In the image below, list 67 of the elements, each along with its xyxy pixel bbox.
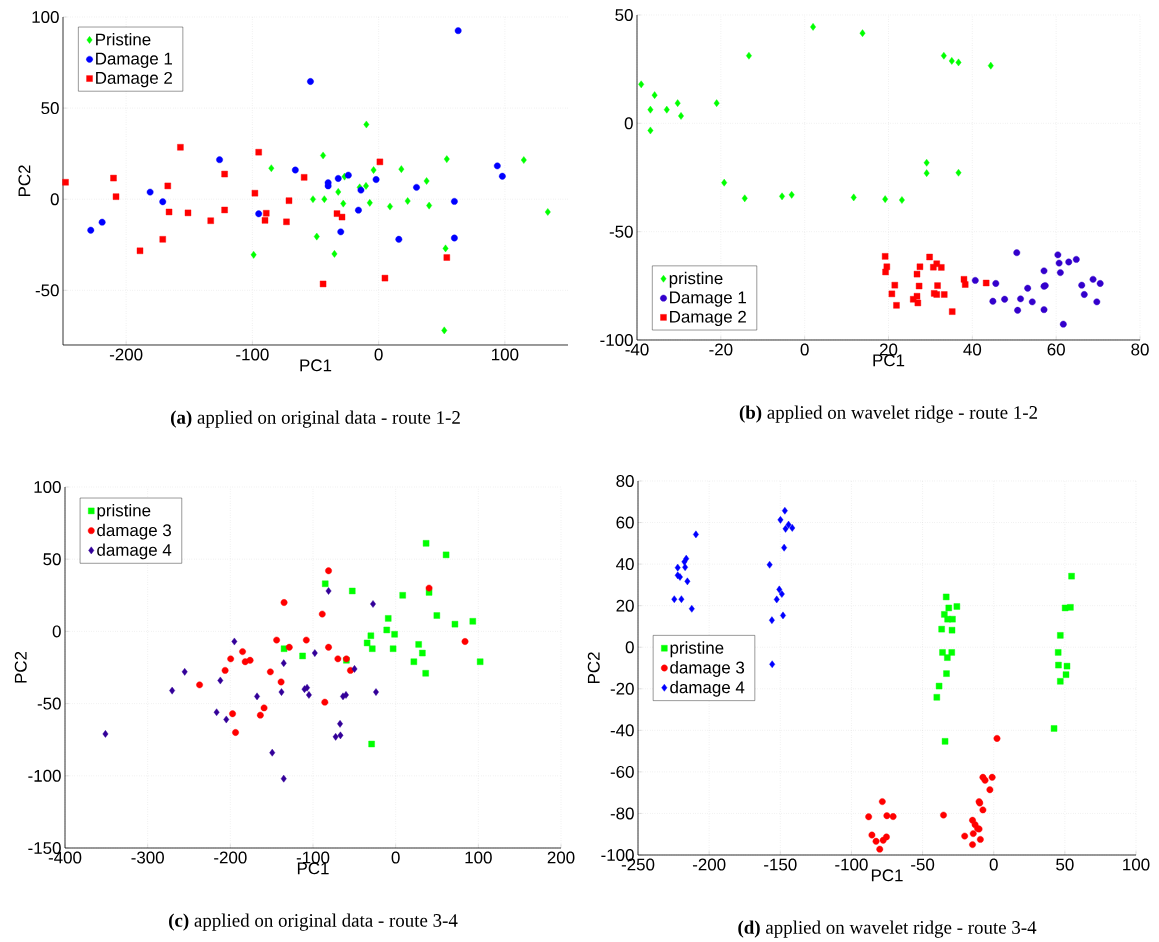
legend-label: pristine xyxy=(97,504,151,520)
y-tick-label: -50 xyxy=(35,284,59,297)
x-tick-label: 100 xyxy=(465,851,492,864)
x-tick-label: 60 xyxy=(1047,343,1065,356)
x-tick-label: -20 xyxy=(709,343,733,356)
text: (c) applied on original data - route 3-4 xyxy=(169,913,458,931)
x-tick-label: 20 xyxy=(879,343,898,356)
y-axis-title: PC2 xyxy=(14,651,27,683)
x-tick-label: 200 xyxy=(547,851,575,864)
x-axis-title: PC1 xyxy=(300,359,332,372)
legend-label: Pristine xyxy=(96,33,151,46)
x-tick-label: -100 xyxy=(296,851,330,864)
x-tick-label: 100 xyxy=(1123,858,1150,871)
x-tick-label: -200 xyxy=(214,851,247,864)
x-tick-label: 0 xyxy=(800,343,809,356)
y-tick-label: -60 xyxy=(610,765,634,778)
y-tick-label: -50 xyxy=(37,697,61,710)
legend-label: pristine xyxy=(669,271,723,288)
x-tick-label: -300 xyxy=(131,851,164,864)
x-tick-label: 50 xyxy=(1056,858,1074,871)
x-tick-label: -50 xyxy=(911,858,935,871)
legend-label: Damage 2 xyxy=(670,310,746,327)
y-tick-label: 0 xyxy=(52,625,61,638)
y-tick-label: 0 xyxy=(624,117,633,130)
x-axis-title: PC1 xyxy=(297,862,329,875)
y-tick-label: -20 xyxy=(610,682,634,695)
x-tick-label: -100 xyxy=(236,348,269,361)
text: (d) applied on wavelet ridge - route 3-4 xyxy=(738,920,1037,938)
x-tick-label: -100 xyxy=(835,858,868,871)
y-tick-label: -50 xyxy=(609,225,633,238)
text: (a) applied on original data - route 1-2 xyxy=(170,410,460,428)
legend-label: Damage 2 xyxy=(96,71,172,88)
x-axis-title: PC1 xyxy=(873,354,905,367)
x-tick-label: -200 xyxy=(109,348,143,361)
y-tick-label: 50 xyxy=(41,102,59,115)
x-tick-label: 0 xyxy=(391,851,400,864)
x-tick-label: 100 xyxy=(492,348,519,361)
y-axis-title: PC2 xyxy=(18,165,31,197)
y-tick-label: 0 xyxy=(625,641,634,654)
text: (b) applied on wavelet ridge - route 1-2 xyxy=(739,405,1038,423)
legend-label: damage 4 xyxy=(97,543,172,560)
y-tick-label: 50 xyxy=(615,8,633,21)
x-tick-label: 0 xyxy=(989,858,998,871)
y-tick-label: -40 xyxy=(610,724,634,737)
x-tick-label: 0 xyxy=(374,348,383,361)
x-tick-label: -150 xyxy=(764,858,797,871)
legend-label: damage 3 xyxy=(670,661,745,677)
x-tick-label: 40 xyxy=(963,343,982,356)
y-axis-title: PC2 xyxy=(587,652,600,684)
x-axis-title: PC1 xyxy=(871,869,903,882)
legend-label: damage 4 xyxy=(670,680,745,697)
y-tick-label: 80 xyxy=(616,475,634,487)
y-tick-label: -100 xyxy=(28,769,61,782)
y-tick-label: 100 xyxy=(34,481,61,493)
y-tick-label: 20 xyxy=(616,599,634,612)
legend-label: Damage 1 xyxy=(670,291,746,307)
legend-label: pristine xyxy=(670,641,724,658)
legend-label: damage 3 xyxy=(97,523,171,540)
legend-label: Damage 1 xyxy=(96,52,173,68)
y-tick-label: 100 xyxy=(32,10,59,23)
y-tick-label: 50 xyxy=(43,553,61,566)
x-tick-label: -200 xyxy=(692,858,726,871)
y-tick-label: 60 xyxy=(616,516,634,529)
x-tick-label: 80 xyxy=(1131,343,1149,356)
y-tick-label: -80 xyxy=(610,807,634,820)
y-tick-label: 0 xyxy=(50,193,59,206)
y-tick-label: 40 xyxy=(616,558,634,571)
